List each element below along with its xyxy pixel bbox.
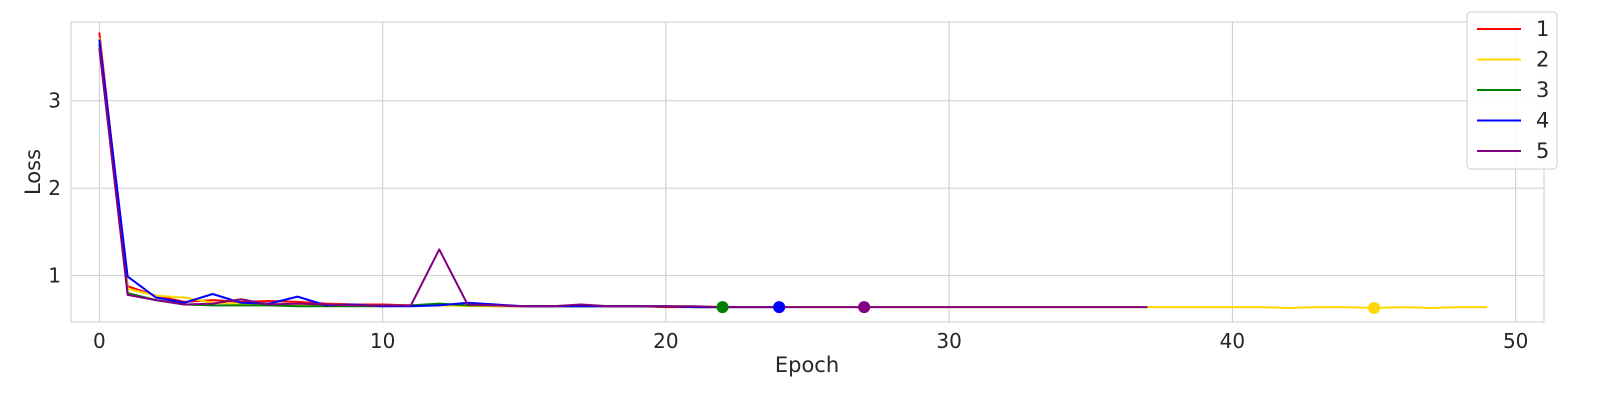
- x-tick-label: 40: [1220, 329, 1245, 353]
- x-tick-labels: 0 10 20 30 40 50: [93, 329, 1528, 353]
- y-tick-label: 1: [48, 264, 61, 288]
- best-epoch-marker-4: [773, 301, 786, 314]
- legend: 1 2 3 4 5: [1466, 11, 1558, 170]
- legend-label-5: 5: [1536, 139, 1549, 163]
- best-epoch-marker-2: [1368, 302, 1381, 315]
- series-line-5: [98, 48, 1148, 309]
- legend-label-4: 4: [1536, 109, 1549, 133]
- y-axis-label: Loss: [21, 149, 45, 195]
- y-tick-labels: 1 2 3: [48, 89, 61, 288]
- series-layer: [98, 32, 1488, 310]
- legend-label-3: 3: [1536, 78, 1549, 102]
- legend-label-1: 1: [1536, 17, 1549, 41]
- best-epoch-marker-5: [858, 301, 871, 314]
- x-tick-label: 10: [370, 329, 395, 353]
- x-tick-label: 20: [653, 329, 678, 353]
- legend-label-2: 2: [1536, 48, 1549, 72]
- x-axis-label: Epoch: [775, 353, 839, 377]
- plot-area: [70, 21, 1545, 323]
- best-epoch-marker-3: [716, 301, 729, 314]
- x-tick-label: 50: [1503, 329, 1528, 353]
- x-tick-label: 0: [93, 329, 106, 353]
- x-tick-label: 30: [936, 329, 961, 353]
- best-epoch-markers: [716, 301, 1381, 315]
- y-tick-label: 2: [48, 176, 61, 200]
- y-tick-label: 3: [48, 89, 61, 113]
